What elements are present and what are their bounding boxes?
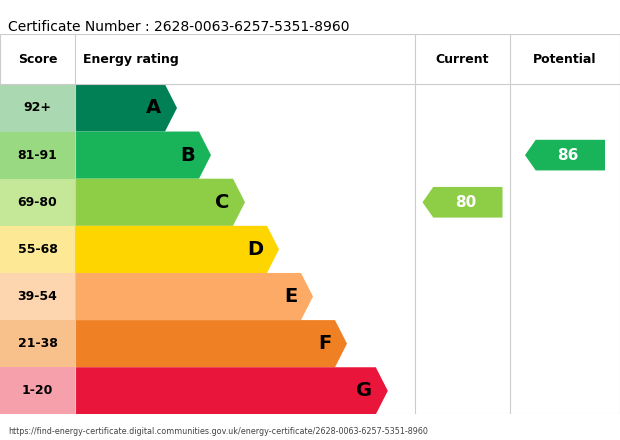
Text: 1-20: 1-20	[22, 384, 53, 397]
Text: https://find-energy-certificate.digital.communities.gov.uk/energy-certificate/26: https://find-energy-certificate.digital.…	[8, 428, 428, 436]
Polygon shape	[75, 273, 313, 320]
Polygon shape	[75, 226, 279, 273]
Text: 69-80: 69-80	[17, 196, 58, 209]
Polygon shape	[75, 84, 177, 132]
Bar	[0, 84, 75, 132]
Polygon shape	[422, 187, 502, 217]
Bar	[0, 320, 75, 367]
Polygon shape	[525, 140, 605, 170]
Bar	[0, 132, 75, 179]
Text: 86: 86	[557, 147, 579, 163]
Text: 80: 80	[455, 195, 476, 210]
Polygon shape	[75, 320, 347, 367]
Polygon shape	[75, 367, 388, 414]
Bar	[0, 226, 75, 273]
Bar	[0, 179, 75, 226]
Text: 21-38: 21-38	[17, 337, 58, 350]
Polygon shape	[75, 132, 211, 179]
Text: Current: Current	[436, 53, 489, 66]
Bar	[0, 273, 75, 320]
Text: Score: Score	[18, 53, 57, 66]
Text: Potential: Potential	[533, 53, 596, 66]
Bar	[0, 367, 75, 414]
Polygon shape	[75, 179, 245, 226]
Text: C: C	[215, 193, 229, 212]
Text: 92+: 92+	[24, 102, 51, 114]
Text: 81-91: 81-91	[17, 149, 58, 161]
Text: Energy rating: Energy rating	[83, 53, 179, 66]
Text: Certificate Number : 2628-0063-6257-5351-8960: Certificate Number : 2628-0063-6257-5351…	[8, 20, 350, 34]
Text: 55-68: 55-68	[17, 243, 58, 256]
Text: B: B	[180, 146, 195, 165]
Text: G: G	[356, 381, 372, 400]
Text: F: F	[317, 334, 331, 353]
Text: E: E	[284, 287, 297, 306]
Text: 39-54: 39-54	[17, 290, 58, 303]
Text: A: A	[146, 99, 161, 117]
Text: D: D	[247, 240, 263, 259]
